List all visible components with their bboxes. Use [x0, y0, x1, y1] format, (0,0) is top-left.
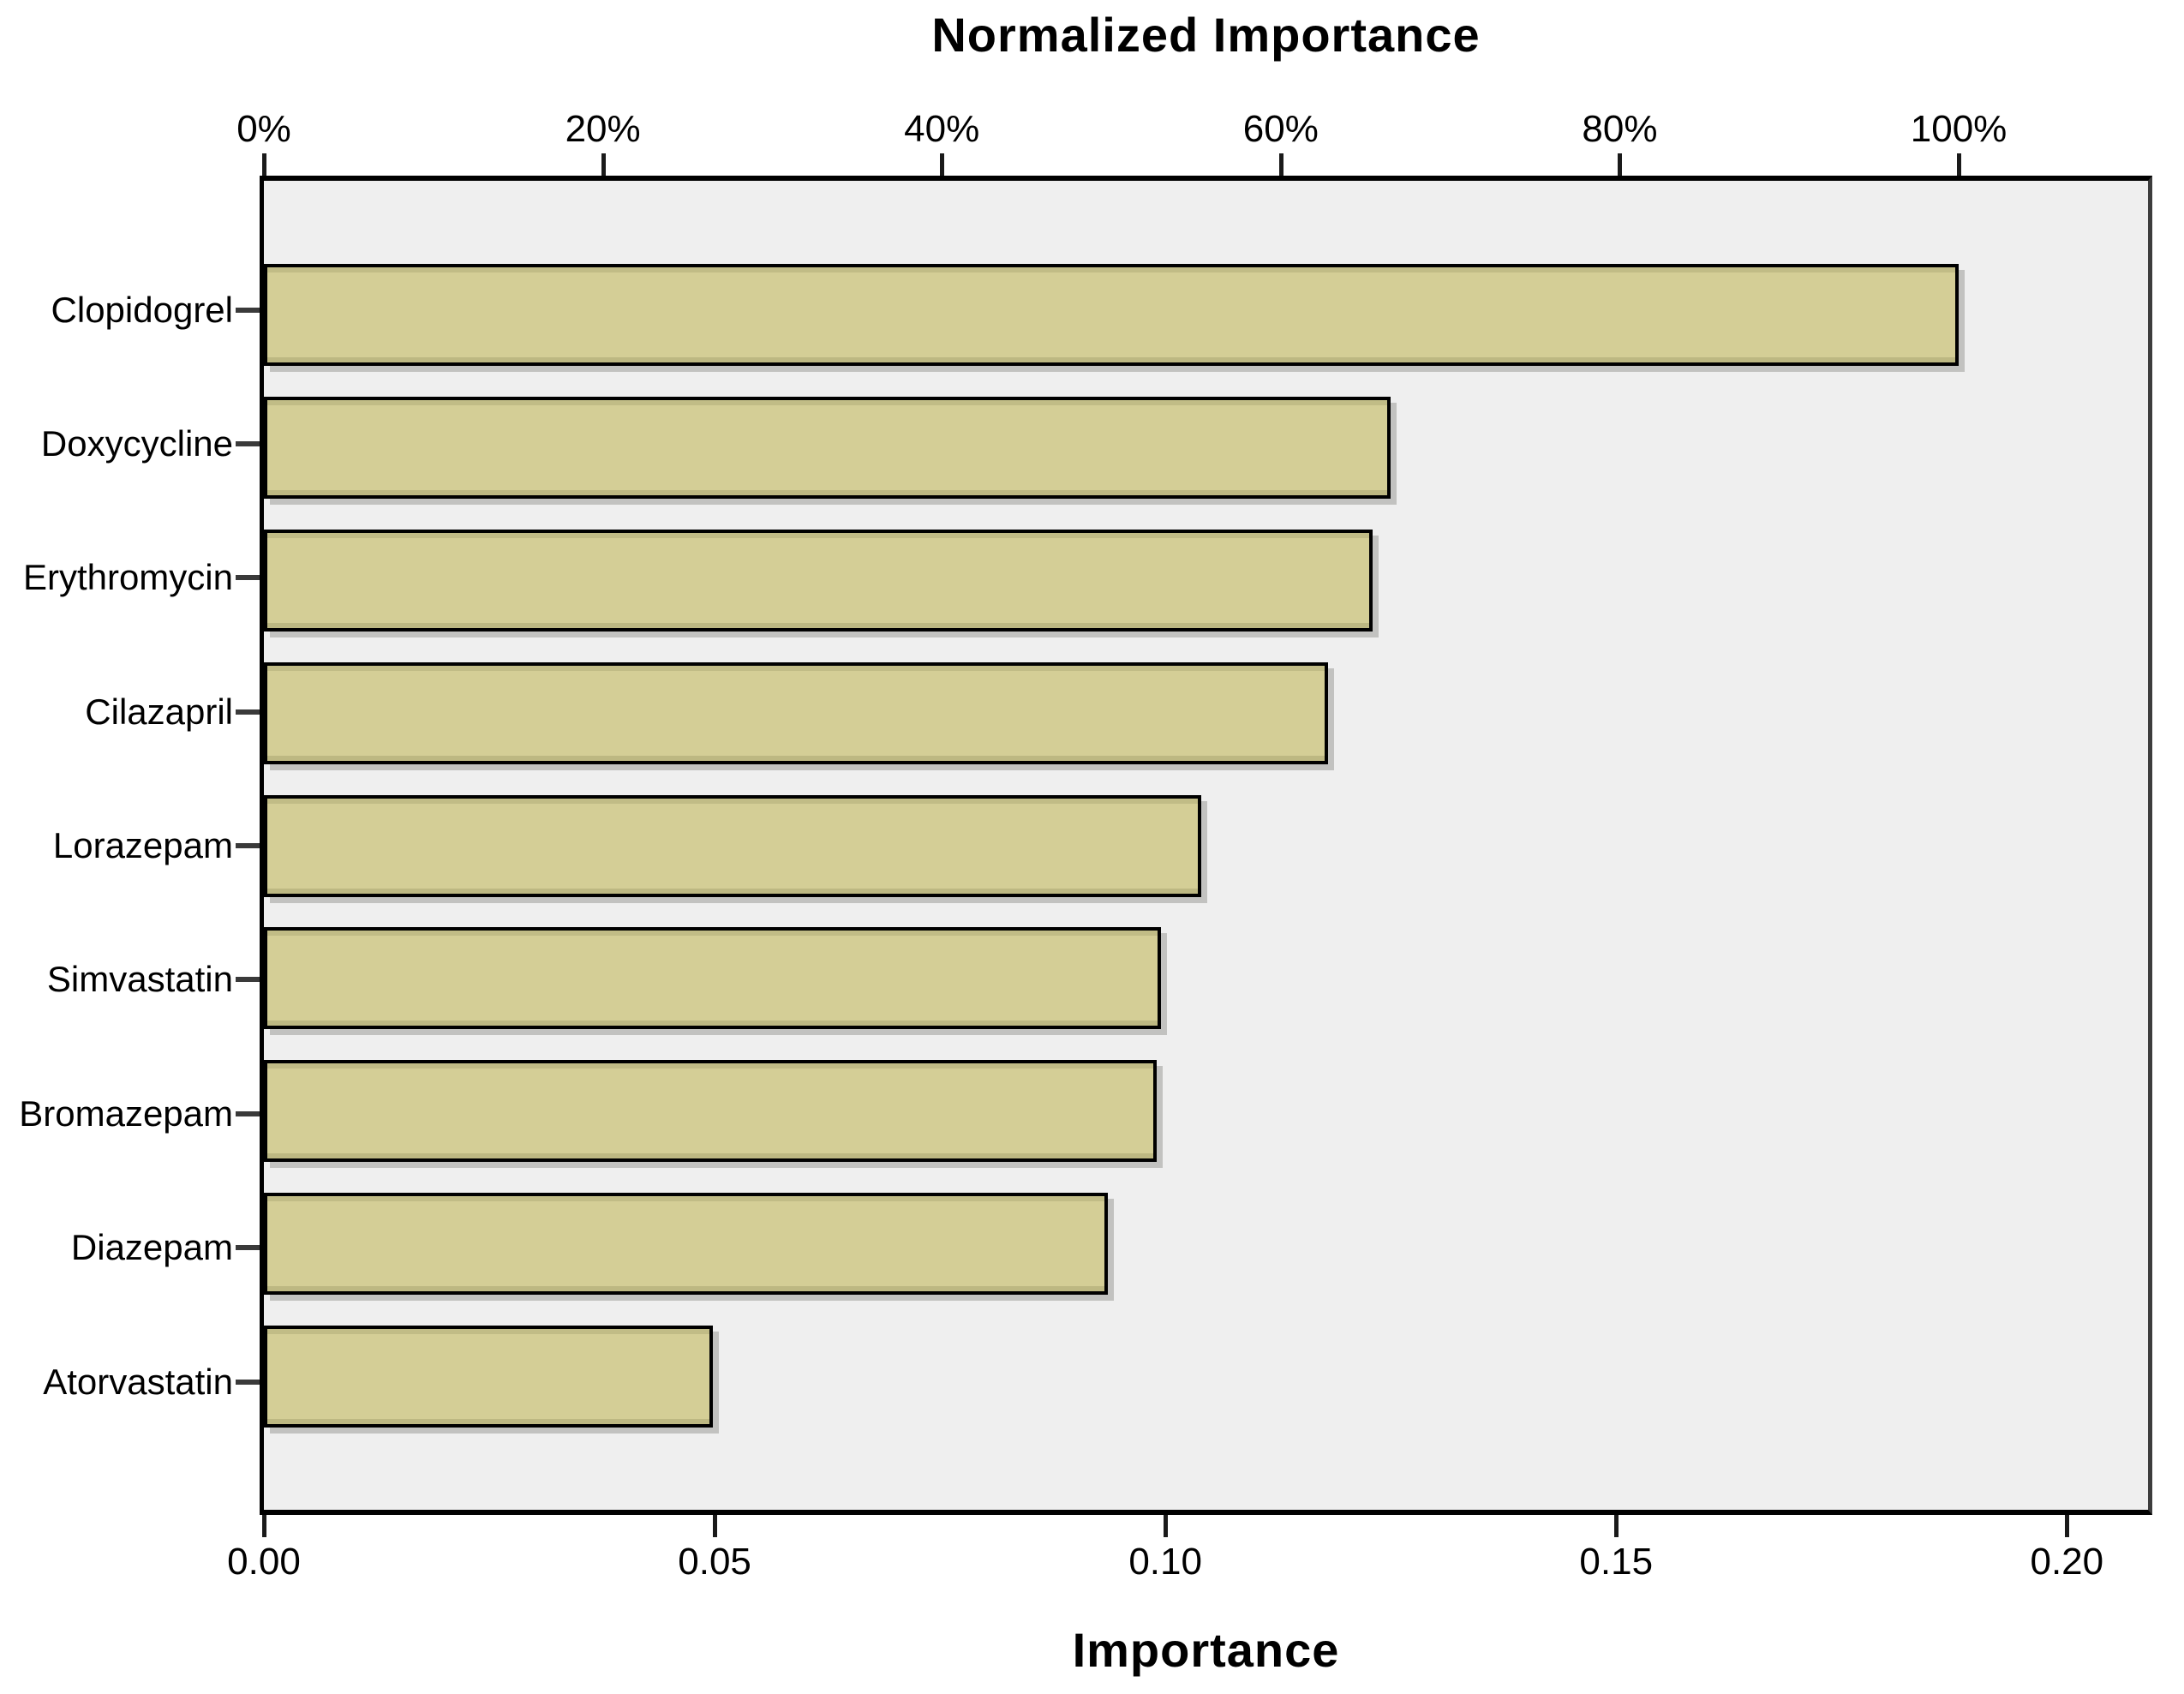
- bottom-axis-tick-label-0.20: 0.20: [2030, 1541, 2104, 1583]
- top-axis-tick-label-40%: 40%: [904, 108, 980, 150]
- top-axis-tick-label-80%: 80%: [1582, 108, 1658, 150]
- category-row-simvastatin: Simvastatin: [0, 929, 260, 1031]
- bar-atorvastatin: [264, 1326, 713, 1428]
- top-axis-tick-label-20%: 20%: [565, 108, 641, 150]
- category-tick-diazepam: [236, 1245, 260, 1251]
- bottom-axis-tick-0.15: [1614, 1515, 1619, 1537]
- bar-row-doxycycline: [264, 396, 2148, 499]
- category-label-atorvastatin: Atorvastatin: [43, 1361, 233, 1402]
- category-row-diazepam: Diazepam: [0, 1197, 260, 1299]
- bar-row-simvastatin: [264, 927, 2148, 1030]
- top-axis-tick-60%: [1278, 153, 1283, 176]
- category-row-cilazapril: Cilazapril: [0, 661, 260, 763]
- chart-title: Normalized Importance: [931, 8, 1481, 62]
- category-tick-cilazapril: [236, 709, 260, 715]
- top-axis-tick-label-0%: 0%: [236, 108, 291, 150]
- category-row-bromazepam: Bromazepam: [0, 1062, 260, 1164]
- bottom-axis-tick-label-0.05: 0.05: [678, 1541, 751, 1583]
- bar-simvastatin: [264, 927, 1161, 1030]
- plot-area: [260, 176, 2152, 1515]
- category-row-lorazepam: Lorazepam: [0, 795, 260, 897]
- category-label-erythromycin: Erythromycin: [22, 557, 233, 598]
- bottom-axis-tick-0.20: [2065, 1515, 2070, 1537]
- bar-lorazepam: [264, 794, 1202, 897]
- category-label-diazepam: Diazepam: [70, 1227, 233, 1268]
- bottom-axis-tick-label-0.00: 0.00: [227, 1541, 301, 1583]
- top-axis-tick-20%: [601, 153, 606, 176]
- category-tick-lorazepam: [236, 843, 260, 848]
- bar-cilazapril: [264, 661, 1328, 764]
- top-axis-tick-100%: [1957, 153, 1962, 176]
- bottom-axis-tick-label-0.10: 0.10: [1128, 1541, 1202, 1583]
- bar-row-cilazapril: [264, 661, 2148, 764]
- category-label-simvastatin: Simvastatin: [46, 959, 233, 1000]
- bar-row-atorvastatin: [264, 1326, 2148, 1428]
- category-row-doxycycline: Doxycycline: [0, 392, 260, 494]
- bar-diazepam: [264, 1193, 1108, 1296]
- bar-erythromycin: [264, 529, 1373, 632]
- bars-container: [264, 181, 2148, 1510]
- category-label-cilazapril: Cilazapril: [85, 691, 233, 732]
- category-label-clopidogrel: Clopidogrel: [51, 289, 233, 330]
- category-tick-bromazepam: [236, 1110, 260, 1116]
- bar-row-lorazepam: [264, 794, 2148, 897]
- category-tick-atorvastatin: [236, 1379, 260, 1385]
- category-tick-clopidogrel: [236, 307, 260, 313]
- category-tick-simvastatin: [236, 977, 260, 983]
- x-axis-title: Importance: [1072, 1623, 1340, 1677]
- top-axis-tick-label-60%: 60%: [1242, 108, 1319, 150]
- category-tick-doxycycline: [236, 440, 260, 446]
- top-axis-tick-0%: [262, 153, 266, 176]
- top-axis-tick-80%: [1618, 153, 1623, 176]
- bar-doxycycline: [264, 396, 1391, 499]
- category-tick-erythromycin: [236, 575, 260, 581]
- bottom-axis-tick-0.00: [262, 1515, 266, 1537]
- category-axis: Clopidogrel Doxycycline Erythromycin Cilaza…: [0, 176, 260, 1515]
- category-row-atorvastatin: Atorvastatin: [0, 1331, 260, 1433]
- bar-bromazepam: [264, 1060, 1157, 1163]
- category-row-erythromycin: Erythromycin: [0, 527, 260, 629]
- category-label-bromazepam: Bromazepam: [19, 1092, 233, 1134]
- top-axis-tick-40%: [940, 153, 945, 176]
- bar-clopidogrel: [264, 264, 1960, 366]
- bottom-axis-tick-0.05: [713, 1515, 718, 1537]
- category-label-lorazepam: Lorazepam: [52, 825, 233, 865]
- top-axis-tick-label-100%: 100%: [1910, 108, 2007, 150]
- bar-row-clopidogrel: [264, 264, 2148, 366]
- bottom-axis-tick-label-0.15: 0.15: [1579, 1541, 1654, 1583]
- category-row-clopidogrel: Clopidogrel: [0, 259, 260, 361]
- bar-row-diazepam: [264, 1193, 2148, 1296]
- category-label-doxycycline: Doxycycline: [40, 422, 233, 464]
- bar-row-bromazepam: [264, 1060, 2148, 1163]
- bar-row-erythromycin: [264, 529, 2148, 632]
- bottom-axis-tick-0.10: [1164, 1515, 1169, 1537]
